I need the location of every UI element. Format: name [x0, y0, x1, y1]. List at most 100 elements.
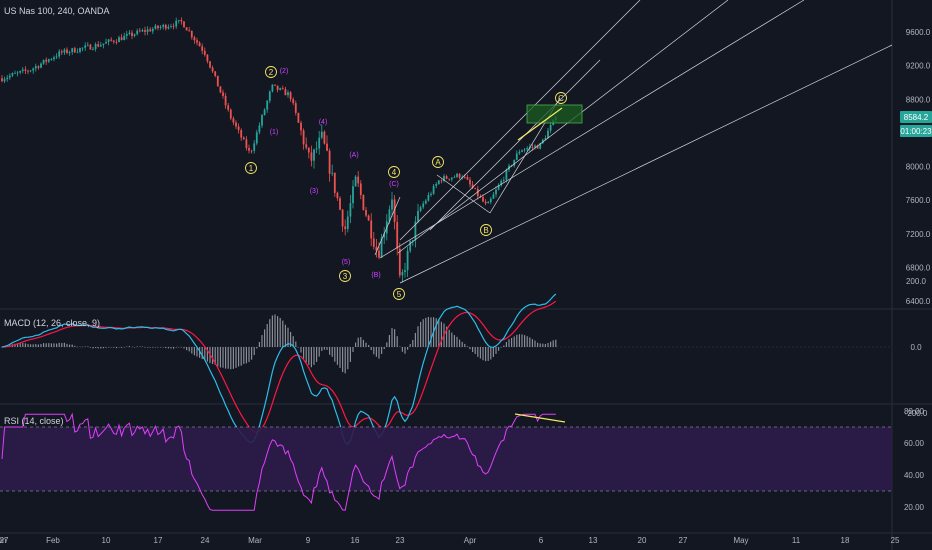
- macd-histogram-bar: [222, 347, 224, 368]
- candle-body: [487, 202, 490, 204]
- macd-histogram-bar: [136, 346, 138, 347]
- candle-body: [196, 40, 198, 43]
- macd-histogram-bar: [508, 339, 510, 347]
- macd-histogram-bar: [251, 347, 253, 360]
- candle-body: [437, 180, 440, 185]
- candle-body: [167, 26, 170, 29]
- candle-body: [224, 95, 227, 106]
- candle-body: [271, 84, 274, 92]
- macd-histogram-bar: [422, 319, 424, 347]
- macd-histogram-bar: [388, 335, 390, 347]
- candle-body: [409, 240, 412, 251]
- macd-histogram-bar: [352, 347, 354, 352]
- countdown-label: 01:00:23: [900, 127, 932, 136]
- candle-body: [232, 118, 235, 123]
- macd-histogram-bar: [456, 336, 458, 347]
- candle-body: [518, 151, 521, 154]
- macd-histogram-bar: [37, 344, 39, 347]
- candle-body: [63, 49, 66, 53]
- macd-histogram-bar: [469, 347, 471, 350]
- candle-body: [141, 30, 144, 32]
- macd-histogram-bar: [212, 347, 214, 365]
- wave-connector: [436, 174, 491, 214]
- macd-histogram-bar: [227, 347, 229, 369]
- macd-histogram-bar: [230, 347, 232, 370]
- macd-histogram-bar: [287, 327, 289, 347]
- macd-histogram-bar: [121, 347, 123, 348]
- macd-histogram-bar: [48, 343, 50, 347]
- time-label: Mar: [248, 536, 262, 545]
- macd-histogram-bar: [248, 347, 250, 362]
- candle-body: [310, 152, 313, 161]
- candle-body: [346, 216, 349, 230]
- candle-body: [391, 199, 393, 210]
- macd-histogram-bar: [115, 347, 117, 349]
- macd-histogram-bar: [22, 343, 24, 347]
- candle-body: [456, 173, 458, 177]
- macd-histogram-bar: [144, 347, 146, 348]
- candle-body: [482, 197, 484, 202]
- macd-histogram-bar: [178, 346, 180, 348]
- macd-histogram-bar: [167, 347, 169, 349]
- macd-label: MACD (12, 26, close, 9): [4, 318, 101, 328]
- candle-body: [47, 59, 50, 62]
- candle-body: [240, 130, 243, 138]
- macd-histogram-bar: [97, 347, 99, 349]
- candle-body: [193, 37, 196, 41]
- macd-histogram-bar: [308, 347, 310, 365]
- macd-histogram-bar: [547, 343, 549, 347]
- macd-histogram-bar: [79, 346, 81, 348]
- macd-histogram-bar: [316, 347, 318, 362]
- candle-body: [344, 226, 347, 230]
- candle-body: [547, 130, 549, 139]
- macd-histogram-bar: [102, 347, 104, 349]
- candle-body: [495, 189, 497, 195]
- candle-body: [497, 185, 500, 190]
- candle-body: [515, 153, 518, 160]
- macd-histogram-bar: [154, 346, 156, 348]
- candle-body: [417, 210, 419, 222]
- candle-body: [276, 85, 279, 90]
- macd-histogram-bar: [45, 343, 47, 347]
- macd-histogram-bar: [128, 346, 130, 347]
- candle-body: [42, 59, 45, 64]
- macd-histogram-bar: [321, 347, 323, 352]
- candle-body: [331, 172, 334, 174]
- divergence-line: [517, 107, 563, 141]
- macd-histogram-bar: [191, 347, 193, 354]
- macd-histogram-bar: [552, 340, 554, 347]
- macd-histogram-bar: [459, 339, 461, 347]
- rsi-tick: 80.00: [904, 407, 925, 416]
- candle-body: [536, 145, 539, 149]
- candle-body: [502, 179, 505, 181]
- candle-body: [422, 203, 425, 208]
- macd-histogram-bar: [453, 335, 455, 347]
- candle-body: [534, 145, 536, 148]
- macd-histogram-bar: [89, 347, 91, 348]
- candle-body: [484, 201, 487, 204]
- candle-body: [190, 31, 193, 38]
- macd-histogram-bar: [555, 339, 557, 347]
- channel-line: [399, 0, 641, 241]
- macd-histogram-bar: [365, 342, 367, 347]
- rsi-line: [1, 412, 556, 511]
- macd-histogram-bar: [396, 336, 398, 347]
- candle-body: [268, 91, 271, 101]
- rsi-tick: 40.00: [904, 471, 925, 480]
- candle-body: [172, 26, 175, 27]
- macd-histogram-bar: [256, 347, 258, 349]
- candle-body: [544, 138, 547, 140]
- candle-body: [214, 71, 217, 76]
- candle-body: [341, 209, 344, 227]
- candle-body: [170, 26, 172, 27]
- countdown-tag: [900, 125, 932, 137]
- macd-histogram-bar: [435, 318, 437, 347]
- candle-body: [206, 54, 209, 62]
- macd-histogram-bar: [511, 338, 513, 347]
- macd-histogram-bar: [175, 347, 177, 348]
- price-tick: 9600.0: [906, 28, 931, 37]
- macd-histogram-bar: [30, 344, 32, 347]
- candle-body: [133, 34, 136, 37]
